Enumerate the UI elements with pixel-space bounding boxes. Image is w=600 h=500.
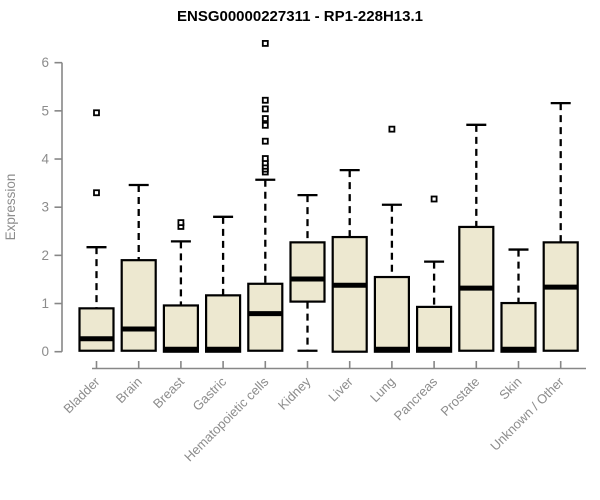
outlier-bladder-0 [93, 189, 100, 197]
y-tick-label-4: 4 [41, 152, 49, 167]
box-gastric [205, 294, 242, 353]
outlier-hematopoietic-cells-6 [261, 121, 269, 129]
outlier-bladder-1 [93, 109, 100, 117]
y-tick-label-5: 5 [41, 103, 49, 118]
box-unknown-other [542, 241, 579, 352]
box-bladder [78, 307, 115, 352]
x-label-liver: Liver [325, 374, 356, 405]
box-lung [373, 275, 410, 353]
outlier-hematopoietic-cells-8 [261, 105, 269, 113]
y-tick-label-3: 3 [41, 200, 49, 215]
outlier-breast-1 [177, 219, 185, 227]
x-label-prostate: Prostate [438, 374, 483, 419]
outlier-hematopoietic-cells-7 [261, 115, 269, 122]
box-kidney [289, 241, 326, 303]
x-label-kidney: Kidney [275, 374, 314, 413]
x-label-skin: Skin [496, 374, 524, 402]
box-breast [162, 304, 199, 353]
x-label-brain: Brain [113, 374, 145, 406]
outlier-hematopoietic-cells-4 [261, 155, 269, 162]
y-tick-label-2: 2 [41, 248, 49, 263]
x-label-pancreas: Pancreas [391, 374, 441, 424]
x-label-breast: Breast [150, 374, 187, 411]
outlier-hematopoietic-cells-10 [261, 40, 269, 47]
x-label-lung: Lung [367, 374, 398, 405]
box-hematopoietic-cells [247, 282, 284, 352]
x-label-gastric: Gastric [190, 374, 230, 414]
y-tick-label-0: 0 [41, 344, 49, 359]
y-tick-label-1: 1 [41, 296, 49, 311]
outlier-hematopoietic-cells-9 [261, 96, 269, 104]
x-label-bladder: Bladder [60, 374, 103, 417]
chart-title: ENSG00000227311 - RP1-228H13.1 [176, 8, 423, 25]
y-axis-title: Expression [3, 174, 18, 241]
box-skin [500, 301, 537, 353]
outlier-lung-0 [388, 125, 396, 133]
box-brain [120, 259, 157, 352]
box-liver [331, 235, 368, 353]
outlier-hematopoietic-cells-5 [261, 137, 269, 145]
y-tick-label-6: 6 [41, 55, 49, 70]
outlier-pancreas-0 [430, 195, 438, 203]
box-pancreas [416, 305, 453, 353]
x-label-unknown-other: Unknown / Other [487, 374, 567, 454]
